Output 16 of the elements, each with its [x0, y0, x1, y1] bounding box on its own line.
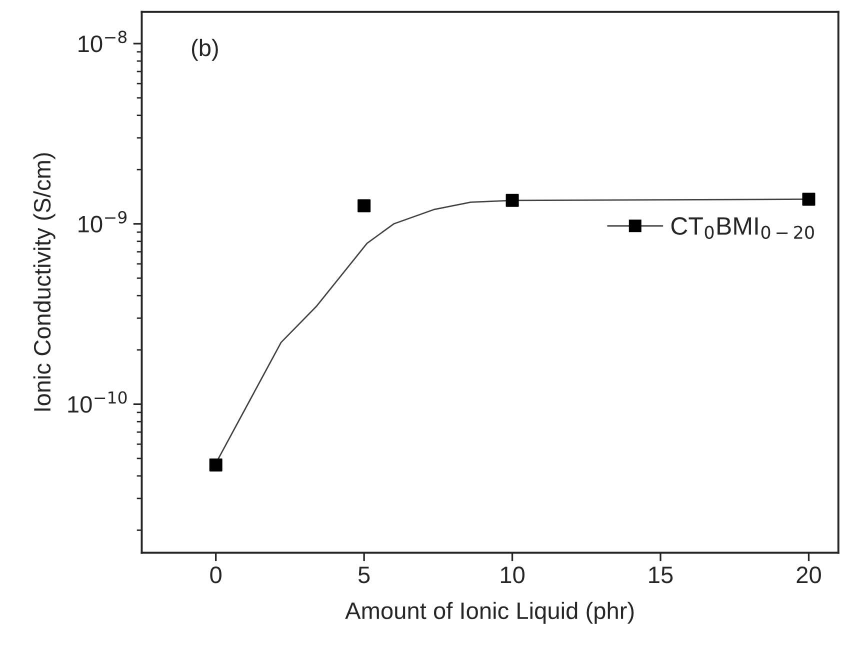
- point: [506, 194, 519, 207]
- x-tick-label: 5: [358, 566, 370, 584]
- y-axis-title: Ionic Conductivity (S/cm): [33, 153, 56, 411]
- point: [802, 192, 816, 206]
- point: [209, 458, 222, 472]
- x-axis-title: Amount of Ionic Liquid (phr): [345, 602, 634, 624]
- x-tick-label: 20: [796, 566, 821, 584]
- y-tick-label: 10$^{−9}$: [78, 210, 127, 232]
- x-tick-label: 15: [649, 566, 673, 584]
- x-tick-label: 0: [210, 566, 222, 584]
- point: [358, 199, 371, 212]
- legend-label: CT$_{0}$BMI$_{0−20}$: [671, 217, 814, 239]
- y-tick-label: 10$^{−10}$: [68, 391, 127, 413]
- annotation: (b): [192, 38, 218, 61]
- y-tick-label: 10$^{−8}$: [78, 30, 127, 52]
- x-tick-label: 10: [500, 566, 524, 584]
